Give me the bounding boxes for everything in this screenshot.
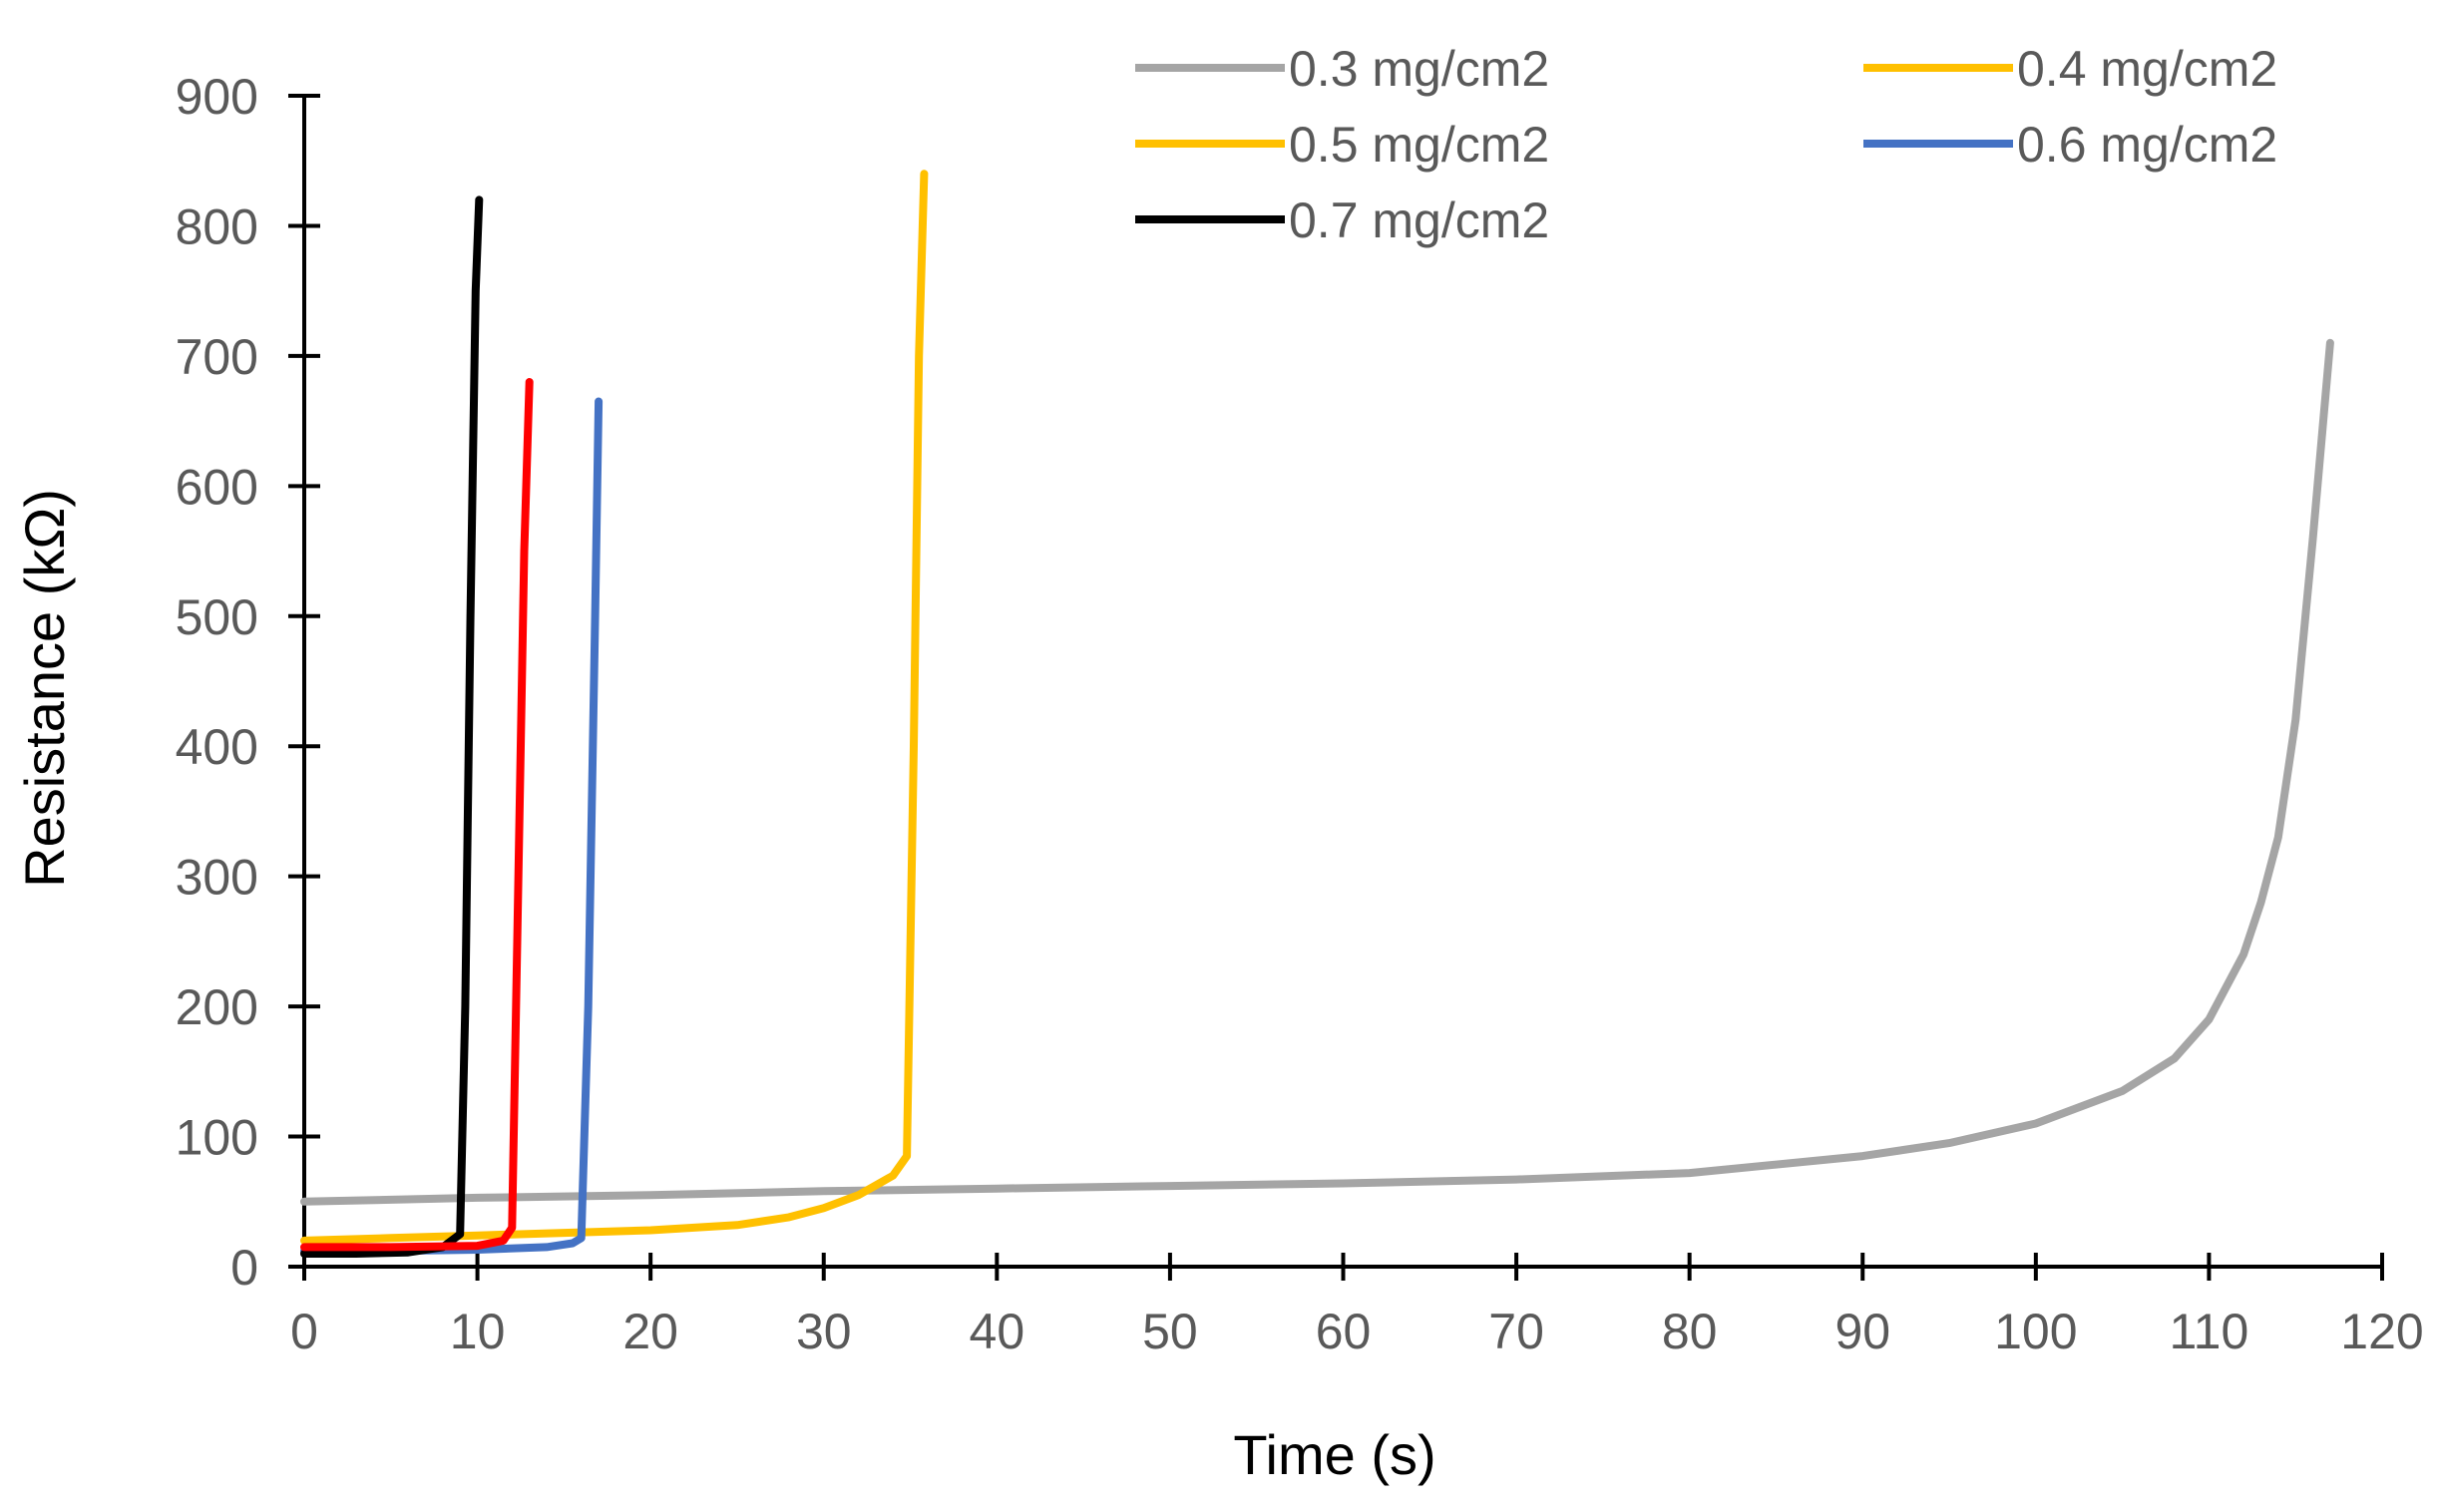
series-line-unnamed-5 bbox=[300, 378, 534, 1252]
x-tick-label: 100 bbox=[1994, 1304, 2077, 1359]
y-tick-label: 700 bbox=[176, 329, 258, 385]
series-line-0-3-mg-cm2 bbox=[300, 338, 2334, 1206]
series-line-0-5-mg-cm2 bbox=[300, 170, 929, 1245]
x-tick-label: 40 bbox=[970, 1304, 1025, 1359]
y-tick-label: 600 bbox=[176, 459, 258, 515]
legend: 0.3 mg/cm2 0.4 mg/cm2 0.5 mg/cm2 0.6 mg/cm2… bbox=[1135, 41, 2277, 248]
x-axis-title: Time (s) bbox=[1233, 1423, 1435, 1486]
x-tick-label: 20 bbox=[622, 1304, 678, 1359]
x-tick-label: 120 bbox=[2340, 1304, 2423, 1359]
y-tick-label: 900 bbox=[176, 69, 258, 125]
x-tick-label: 80 bbox=[1662, 1304, 1718, 1359]
x-tick-label: 60 bbox=[1316, 1304, 1372, 1359]
x-tick-label: 30 bbox=[796, 1304, 852, 1359]
legend-label: 0.4 mg/cm2 bbox=[2017, 41, 2277, 97]
y-tick-label: 300 bbox=[176, 850, 258, 906]
y-tick-label: 200 bbox=[176, 979, 258, 1035]
series-layer bbox=[300, 170, 2334, 1258]
legend-label: 0.6 mg/cm2 bbox=[2017, 117, 2277, 173]
legend-label: 0.7 mg/cm2 bbox=[1289, 192, 1549, 248]
y-axis-title: Resistance (kΩ) bbox=[13, 489, 76, 888]
y-tick-label: 0 bbox=[230, 1240, 258, 1296]
y-axis: 0 100 200 300 400 500 600 700 800 900 bbox=[176, 69, 320, 1296]
legend-label: 0.3 mg/cm2 bbox=[1289, 41, 1549, 97]
x-tick-label: 0 bbox=[290, 1304, 318, 1359]
x-tick-label: 50 bbox=[1142, 1304, 1198, 1359]
series-line-0-6-mg-cm2 bbox=[300, 397, 604, 1256]
x-axis: 0 10 20 30 40 50 60 70 80 90 100 110 120 bbox=[290, 1253, 2424, 1359]
x-tick-label: 90 bbox=[1834, 1304, 1890, 1359]
y-tick-label: 800 bbox=[176, 198, 258, 254]
x-tick-label: 10 bbox=[450, 1304, 506, 1359]
y-tick-label: 400 bbox=[176, 719, 258, 775]
x-tick-label: 110 bbox=[2170, 1304, 2249, 1359]
y-tick-label: 500 bbox=[176, 589, 258, 645]
x-tick-label: 70 bbox=[1488, 1304, 1544, 1359]
series-line-0-7-mg-cm2 bbox=[300, 195, 484, 1258]
y-tick-label: 100 bbox=[176, 1110, 258, 1166]
legend-label: 0.5 mg/cm2 bbox=[1289, 117, 1549, 173]
